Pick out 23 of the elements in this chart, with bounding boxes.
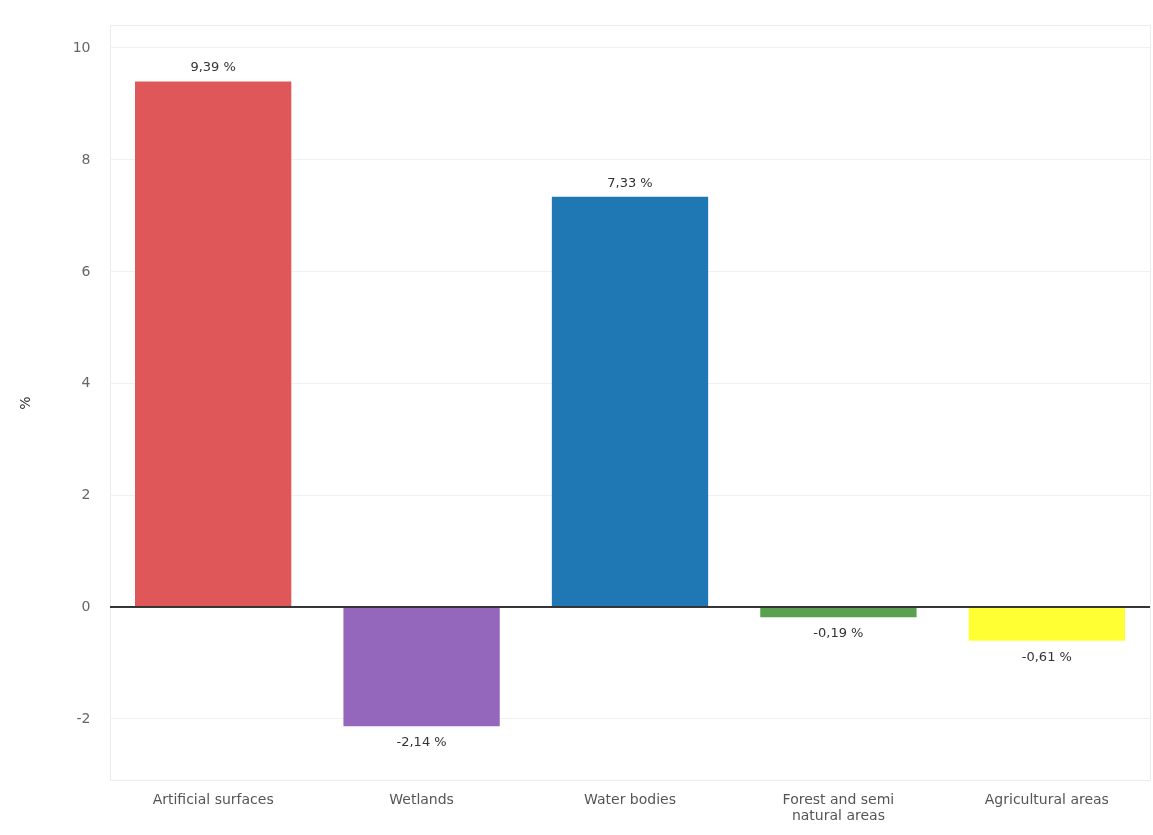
bar bbox=[343, 606, 500, 727]
bar bbox=[551, 196, 709, 607]
x-tick-label: Agricultural areas bbox=[984, 790, 1109, 807]
bar bbox=[760, 606, 917, 618]
bar bbox=[968, 606, 1125, 641]
bar bbox=[135, 81, 292, 607]
y-tick-label: 0 bbox=[81, 598, 91, 615]
x-tick-label: Forest and semi natural areas bbox=[782, 790, 895, 823]
y-tick-label: 6 bbox=[81, 262, 91, 279]
data-label: -2,14 % bbox=[396, 734, 447, 750]
y-axis-title: % bbox=[16, 396, 33, 410]
y-tick-label: -2 bbox=[76, 709, 91, 726]
y-tick-label: 4 bbox=[81, 374, 91, 391]
data-label: -0,61 % bbox=[1021, 648, 1072, 664]
y-tick-label: 8 bbox=[81, 150, 91, 167]
data-label: 9,39 % bbox=[190, 59, 236, 75]
y-tick-label: 2 bbox=[81, 486, 91, 503]
data-label: -0,19 % bbox=[813, 625, 864, 641]
data-label: 7,33 % bbox=[607, 174, 653, 190]
x-tick-label: Artificial surfaces bbox=[152, 790, 274, 807]
y-tick-label: 10 bbox=[72, 38, 91, 55]
x-tick-label: Wetlands bbox=[389, 790, 454, 807]
x-tick-label: Water bodies bbox=[584, 790, 676, 807]
